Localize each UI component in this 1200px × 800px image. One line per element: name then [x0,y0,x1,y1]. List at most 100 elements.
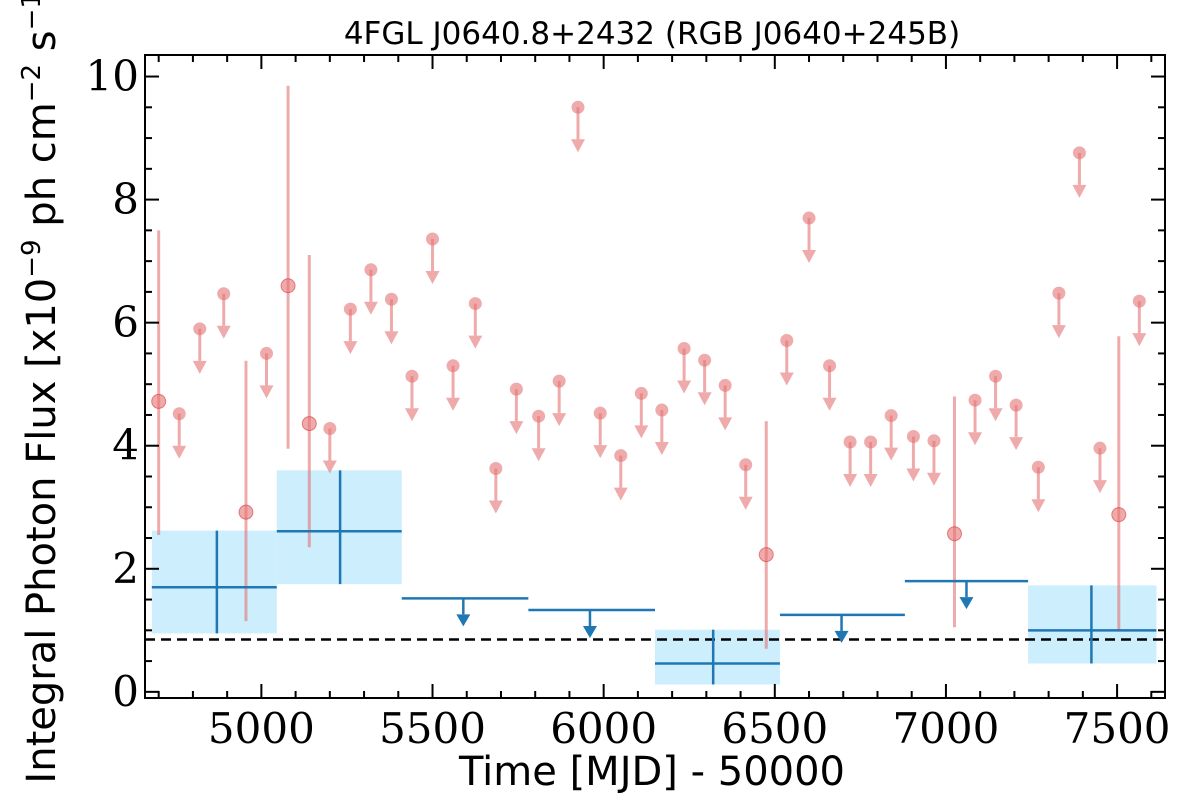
x-tick-labels: 5000 5500 6000 6500 7000 7500 [208,704,1171,753]
x-tick-label: 6500 [721,704,828,753]
x-tick-label: 7500 [1064,704,1171,753]
fine-upper-limit-arrow [1031,499,1046,513]
coarse-upper-limit-arrow [834,630,849,643]
fine-upper-limit-point [884,409,898,423]
fine-upper-limit-arrow [822,397,837,411]
fine-upper-limit-point [343,302,357,316]
fine-upper-limit-arrow [906,468,921,482]
fine-detection-point [151,393,167,409]
fine-detection-point [238,504,254,520]
fine-upper-limit-point [384,292,398,306]
fine-upper-limit-point [906,429,920,443]
fine-detection-point [280,278,296,294]
fine-upper-limit-point [260,346,274,360]
fine-upper-limit-arrow [718,417,733,431]
fine-upper-limit-arrow [593,445,608,459]
fine-upper-limit-point [780,334,794,348]
fine-upper-limit-point [323,421,337,435]
fine-upper-limit-point [1132,294,1146,308]
fine-upper-limit-point [1031,460,1045,474]
fine-upper-limit-arrow [779,372,794,386]
fine-upper-limit-point [634,386,648,400]
fine-upper-limit-arrow [968,432,983,446]
x-tick-label: 6000 [550,704,657,753]
fine-upper-limit-arrow [488,500,503,514]
fine-upper-limit-arrow [259,385,274,399]
fine-upper-limit-point [532,409,546,423]
y-axis-label: Integral Photon Flux [x10−9 ph cm−2 s−1] [17,0,65,784]
fine-upper-limit-arrow [216,325,231,339]
plot-frame [144,54,1166,699]
fine-upper-limit-arrow [363,301,378,315]
fine-detection-point [946,526,962,542]
coarse-detection-band [151,530,277,634]
fine-upper-limit-arrow [613,487,628,501]
fine-upper-limit-arrow [738,496,753,510]
fine-upper-limit-arrow [468,335,483,349]
fine-upper-limit-point [426,232,440,246]
fine-upper-limit-point [405,369,419,383]
fine-upper-limit-arrow [531,448,546,462]
fine-upper-limit-point [739,458,753,472]
fine-upper-limit-point [489,461,503,475]
fine-upper-limit-arrow [1092,480,1107,494]
fine-upper-limit-point [614,449,628,463]
fine-upper-limit-arrow [343,341,358,355]
fine-upper-limit-point [172,407,186,421]
fine-upper-limit-point [968,393,982,407]
fine-upper-limit-point [509,382,523,396]
fine-upper-limit-arrow [552,413,567,427]
fine-upper-limit-arrow [446,397,461,411]
coarse-upper-limit-arrow [959,597,974,610]
coarse-upper-limit-arrow [456,614,471,627]
fine-detection-point [301,416,317,432]
fine-upper-limit-arrow [988,408,1003,422]
fine-upper-limit-arrow [1009,437,1024,451]
fine-upper-limit-arrow [570,139,585,153]
fine-upper-limit-point [677,342,691,356]
fine-upper-limit-point [1093,441,1107,455]
fine-upper-limit-point [217,287,231,301]
fine-upper-limit-point [593,406,607,420]
fine-upper-limit-point [843,435,857,449]
fine-upper-limit-point [1072,146,1086,160]
fine-upper-limit-point [446,359,460,373]
coarse-detection-band [655,629,780,685]
x-tick-label: 5000 [208,704,315,753]
fine-upper-limit-arrow [884,447,899,461]
fine-upper-limit-arrow [1051,325,1066,339]
fine-detection-point [1111,507,1127,523]
fine-upper-limit-point [989,369,1003,383]
fine-upper-limit-arrow [697,392,712,406]
y-tick-label: 2 [112,544,139,593]
y-tick-label: 6 [112,298,139,347]
fine-upper-limit-point [552,374,566,388]
fine-upper-limit-arrow [1132,333,1147,347]
fine-upper-limit-arrow [384,331,399,345]
coarse-upper-limit-arrow [582,626,597,639]
fine-upper-limit-point [802,211,816,225]
fine-upper-limit-arrow [654,442,669,456]
fine-upper-limit-point [193,322,207,336]
fine-upper-limit-arrow [802,250,817,264]
y-tick-label: 8 [112,175,139,224]
fine-upper-limit-point [718,378,732,392]
fine-upper-limit-point [468,297,482,311]
fine-upper-limit-arrow [926,472,941,486]
fine-upper-limit-point [698,353,712,367]
y-tick-label: 0 [112,667,139,716]
fine-upper-limit-point [864,435,878,449]
x-tick-label: 7000 [892,704,999,753]
fine-detection-point [758,547,774,563]
fine-upper-limit-arrow [843,474,858,488]
fine-upper-limit-arrow [677,380,692,394]
fine-upper-limit-arrow [634,425,649,439]
x-tick-label: 5500 [379,704,486,753]
y-tick-label: 10 [86,52,139,101]
y-tick-labels: 0 2 4 6 8 10 [86,52,139,716]
fine-upper-limit-arrow [404,408,419,422]
axis-ticks [145,55,1165,698]
fine-upper-limit-point [364,263,378,277]
fine-upper-limit-arrow [425,270,440,284]
